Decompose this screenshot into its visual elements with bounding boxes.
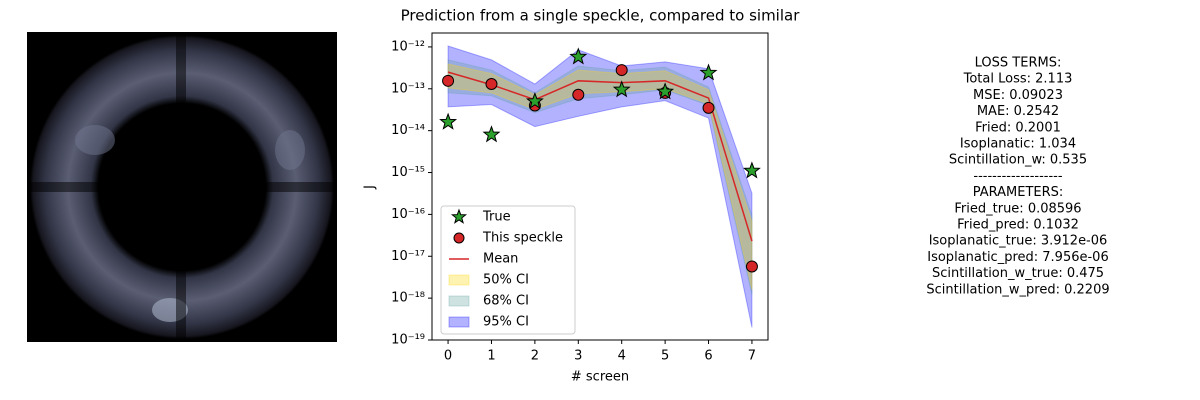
panel-line: LOSS TERMS: <box>975 56 1062 71</box>
speckle-image <box>27 32 337 342</box>
x-tick-label: 4 <box>618 349 626 364</box>
y-tick-label: 10⁻¹⁴ <box>391 123 425 138</box>
legend-marker <box>448 274 470 286</box>
true-point <box>439 112 458 130</box>
speckle-point <box>615 64 628 77</box>
panel-line: Isoplanatic: 1.034 <box>960 137 1076 152</box>
panel-line: Scintillation_w_true: 0.475 <box>932 266 1104 281</box>
legend-label: This speckle <box>482 231 563 246</box>
y-tick-label: 10⁻¹⁵ <box>391 165 425 180</box>
panel-line: MAE: 0.2542 <box>977 104 1059 119</box>
legend-box <box>440 205 576 335</box>
panel-line: Fried: 0.2001 <box>975 120 1061 135</box>
y-axis-label: J <box>363 185 378 190</box>
y-tick-label: 10⁻¹⁷ <box>391 249 425 264</box>
y-tick-label: 10⁻¹⁸ <box>391 291 425 306</box>
x-tick-label: 6 <box>704 349 712 364</box>
legend-label: True <box>482 210 511 225</box>
speckle-point <box>485 78 498 91</box>
legend-label: Mean <box>483 252 518 267</box>
ci-band <box>447 59 753 295</box>
legend-marker <box>448 316 470 328</box>
speckle-point <box>702 101 715 114</box>
speckle-point <box>572 88 585 101</box>
ci-band <box>447 63 753 290</box>
panel-line: Isoplanatic_true: 3.912e-06 <box>929 234 1108 249</box>
x-axis-label: # screen <box>571 370 629 385</box>
panel-line: Isoplanatic_pred: 7.956e-06 <box>927 250 1108 265</box>
legend-label: 68% CI <box>483 294 529 309</box>
legend-marker <box>453 232 465 244</box>
legend-marker <box>450 208 468 224</box>
true-point <box>656 82 675 100</box>
y-tick-label: 10⁻¹⁶ <box>391 207 425 222</box>
true-point <box>525 91 544 110</box>
x-tick-label: 0 <box>444 349 452 364</box>
x-tick-label: 1 <box>487 349 495 364</box>
panel-line: Scintillation_w: 0.535 <box>949 153 1087 168</box>
chart-title: Prediction from a single speckle, compar… <box>401 7 801 25</box>
panel-line: ------------------- <box>973 169 1062 184</box>
panel-line: Fried_true: 0.08596 <box>954 201 1081 216</box>
legend-label: 95% CI <box>483 315 529 330</box>
ci-band <box>447 45 753 328</box>
x-tick-label: 3 <box>574 349 582 364</box>
y-tick-label: 10⁻¹⁹ <box>391 333 425 348</box>
speckle-point <box>442 74 455 87</box>
mean-line <box>447 71 753 242</box>
x-tick-label: 7 <box>748 349 756 364</box>
x-tick-label: 2 <box>531 349 539 364</box>
panel-line: PARAMETERS: <box>973 185 1064 200</box>
true-point <box>699 63 718 81</box>
speckle-point <box>745 260 758 273</box>
panel-line: MSE: 0.09023 <box>973 88 1063 103</box>
legend-marker <box>448 295 470 307</box>
x-tick-label: 5 <box>661 349 669 364</box>
panel-line: Fried_pred: 0.1032 <box>957 218 1079 233</box>
plot: 10⁻¹⁹ 10⁻¹⁸ 10⁻¹⁷ 10⁻¹⁶ 10⁻¹⁵ 10⁻¹⁴ 10⁻¹³ 10⁻¹²… <box>391 32 769 364</box>
true-point <box>569 47 588 65</box>
y-tick-label: 10⁻¹³ <box>391 81 425 96</box>
true-point <box>612 80 631 98</box>
y-tick-label: 10⁻¹² <box>391 39 425 54</box>
legend-label: 50% CI <box>483 273 529 288</box>
true-point <box>742 161 761 179</box>
panel-line: Total Loss: 2.113 <box>963 72 1073 87</box>
panel-line: Scintillation_w_pred: 0.2209 <box>926 282 1109 297</box>
axes-frame <box>431 32 769 341</box>
true-point <box>482 125 501 143</box>
